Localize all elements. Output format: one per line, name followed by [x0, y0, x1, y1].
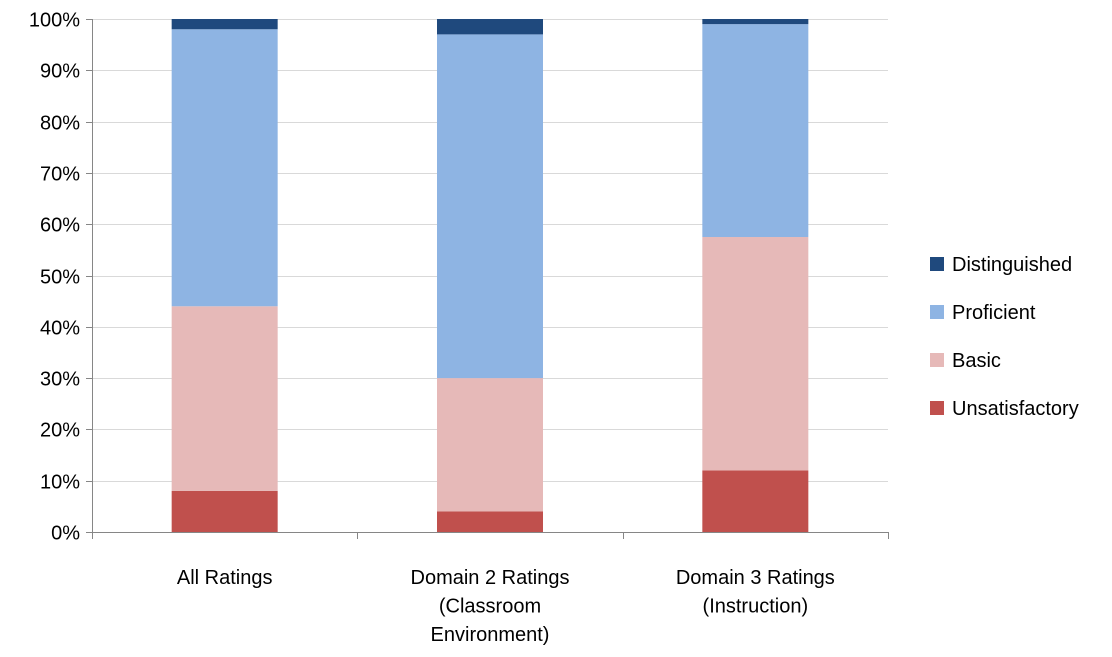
bar-segment-unsatisfactory-3 — [702, 470, 809, 532]
bar-segment-unsatisfactory-2 — [437, 511, 543, 532]
bar-segment-proficient-3 — [702, 24, 809, 238]
y-tick-label: 10% — [40, 472, 80, 494]
legend-label-basic: Basic — [952, 350, 1001, 372]
bar-segment-distinguished-1 — [171, 19, 278, 30]
legend-swatch-proficient — [930, 305, 944, 319]
bars — [171, 19, 809, 532]
y-tick-label: 70% — [40, 164, 80, 186]
bar-segment-basic-3 — [702, 237, 809, 471]
y-tick-label: 30% — [40, 369, 80, 391]
x-tick-label: Domain 2 Ratings (Classroom Environment) — [411, 567, 570, 646]
legend-label-proficient: Proficient — [952, 302, 1036, 324]
y-tick-label: 60% — [40, 215, 80, 237]
axes: 0% 10% 20% 30% 40% 50% 60% 70% 80% 90% 100% All Rat… — [29, 10, 889, 646]
legend-swatch-distinguished — [930, 257, 944, 271]
bar-segment-unsatisfactory-1 — [171, 490, 278, 532]
y-tick-label: 90% — [40, 61, 80, 83]
bar-segment-proficient-2 — [437, 34, 543, 379]
x-tick-label: All Ratings — [177, 567, 273, 589]
y-tick-label: 20% — [40, 420, 80, 442]
bar-segment-basic-1 — [171, 306, 278, 491]
x-tick-label: Domain 3 Ratings (Instruction) — [676, 567, 835, 618]
legend-swatch-unsatisfactory — [930, 401, 944, 415]
bar-segment-distinguished-3 — [702, 19, 809, 25]
bar-segment-distinguished-2 — [437, 19, 543, 35]
bar-segment-proficient-1 — [171, 29, 278, 307]
y-tick-label: 50% — [40, 267, 80, 289]
legend-swatch-basic — [930, 353, 944, 367]
legend: Distinguished Proficient Basic Unsatisfacto… — [930, 254, 1079, 420]
legend-label-distinguished: Distinguished — [952, 254, 1072, 276]
bar-segment-basic-2 — [437, 378, 543, 512]
legend-label-unsatisfactory: Unsatisfactory — [952, 398, 1079, 420]
y-tick-label: 80% — [40, 113, 80, 135]
y-tick-label: 40% — [40, 318, 80, 340]
y-tick-label: 100% — [29, 10, 80, 32]
y-tick-label: 0% — [51, 523, 80, 545]
